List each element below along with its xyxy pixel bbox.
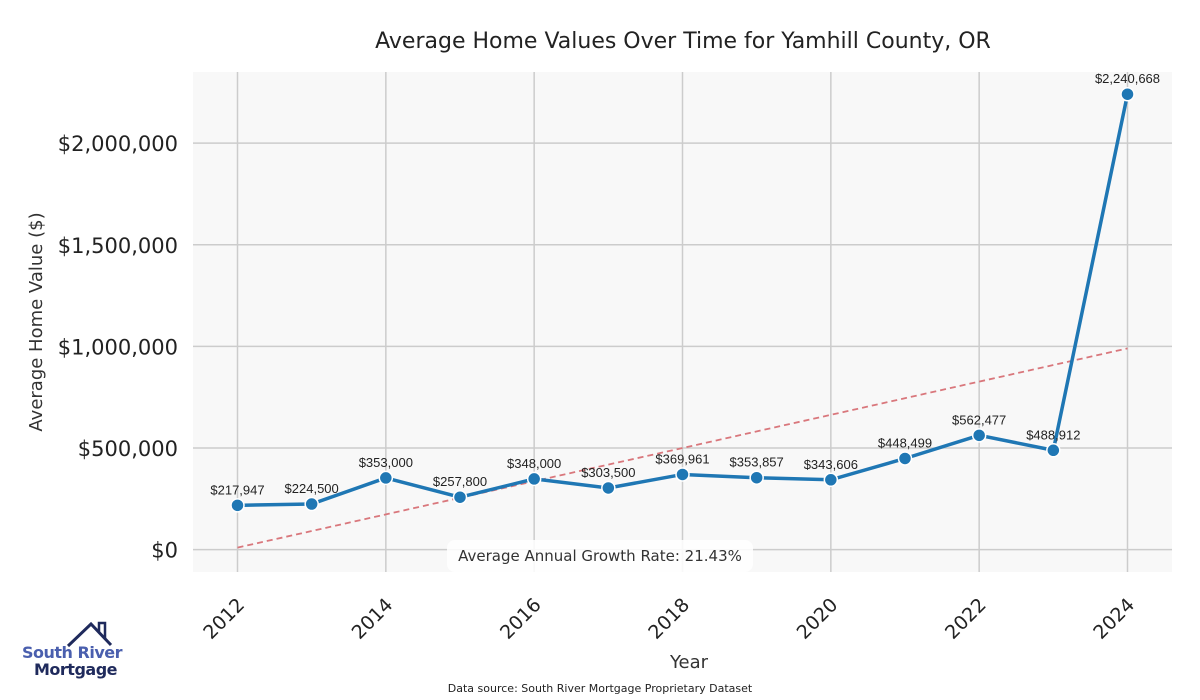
- y-tick-label: $1,500,000: [58, 234, 178, 258]
- annotation-box: [447, 540, 753, 572]
- x-tick-label: 2018: [644, 594, 694, 644]
- trend-line: [237, 347, 1128, 549]
- south-river-mortgage-logo: South River Mortgage: [22, 620, 123, 680]
- data-label: $448,499: [878, 435, 932, 450]
- data-point: [526, 471, 542, 487]
- data-point: [897, 451, 913, 466]
- x-tick-label: 2014: [348, 594, 398, 644]
- y-tick-label: $2,000,000: [58, 132, 178, 156]
- data-point: [1046, 443, 1061, 458]
- data-point: [675, 467, 690, 482]
- data-point: [304, 496, 319, 512]
- x-tick-label: 2024: [1089, 594, 1139, 644]
- data-label: $369,961: [655, 451, 709, 466]
- data-point: [378, 470, 394, 486]
- data-source-note: Data source: South River Mortgage Propri…: [447, 682, 753, 695]
- data-label: $343,606: [804, 457, 858, 472]
- data-point: [971, 428, 987, 443]
- y-tick-label: $500,000: [78, 437, 178, 461]
- logo-line2: Mortgage: [34, 660, 118, 679]
- data-point: [601, 480, 616, 496]
- data-point: [452, 489, 468, 505]
- data-label: $488,912: [1026, 427, 1080, 442]
- y-tick-label: $1,000,000: [58, 335, 178, 359]
- x-tick-label: 2016: [496, 594, 546, 644]
- x-tick-label: 2020: [793, 594, 843, 644]
- house-icon: [66, 621, 113, 648]
- data-label: $2,240,668: [1095, 71, 1160, 86]
- data-point: [230, 498, 245, 513]
- y-axis-label: Average Home Value ($): [26, 212, 47, 431]
- growth-rate-annotation: Average Annual Growth Rate: 21.43%: [458, 547, 742, 565]
- logo-line1: South River: [22, 643, 123, 662]
- x-axis-label: Year: [669, 652, 709, 673]
- data-label: $348,000: [507, 456, 561, 471]
- data-label: $562,477: [952, 412, 1006, 427]
- data-label: $224,500: [285, 481, 339, 496]
- data-label: $353,000: [359, 455, 413, 470]
- data-label: $257,800: [433, 474, 487, 489]
- data-point: [749, 470, 764, 485]
- data-point: [1120, 86, 1135, 102]
- data-label: $353,857: [730, 455, 784, 470]
- data-point: [823, 472, 839, 488]
- data-label: $217,947: [210, 482, 264, 497]
- x-tick-label: 2022: [941, 594, 991, 644]
- chart-title: Average Home Values Over Time for Yamhil…: [375, 29, 991, 54]
- data-label: $303,500: [581, 465, 635, 480]
- x-tick-label: 2012: [199, 594, 249, 644]
- y-tick-label: $0: [151, 539, 178, 563]
